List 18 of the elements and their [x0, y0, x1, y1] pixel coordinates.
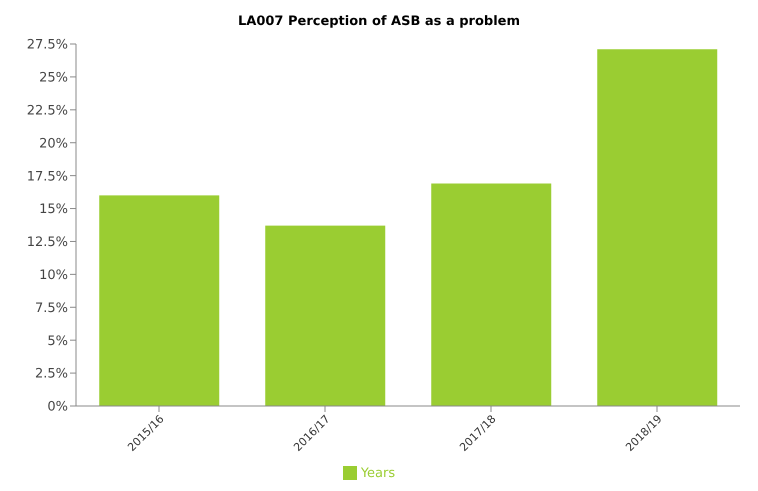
y-tick-label: 2.5% [34, 366, 68, 382]
y-tick-label: 10% [39, 268, 68, 283]
y-tick-label: 12.5% [26, 235, 68, 250]
legend-label: Years [360, 466, 396, 481]
y-tick-label: 17.5% [26, 169, 68, 184]
chart-title: LA007 Perception of ASB as a problem [236, 13, 522, 31]
y-tick-label: 15% [39, 202, 68, 218]
bar [431, 184, 552, 406]
y-tick-label: 0% [47, 400, 68, 415]
y-tick-label: 20% [39, 136, 68, 152]
y-tick-label: 25% [39, 70, 68, 86]
y-tick-label: 7.5% [34, 300, 68, 316]
bar [597, 49, 718, 406]
y-tick-label: 5% [47, 334, 68, 349]
bar [99, 195, 220, 406]
bar [265, 226, 386, 406]
y-tick-label: 27.5% [26, 38, 68, 53]
y-tick-label: 22.5% [26, 103, 68, 118]
